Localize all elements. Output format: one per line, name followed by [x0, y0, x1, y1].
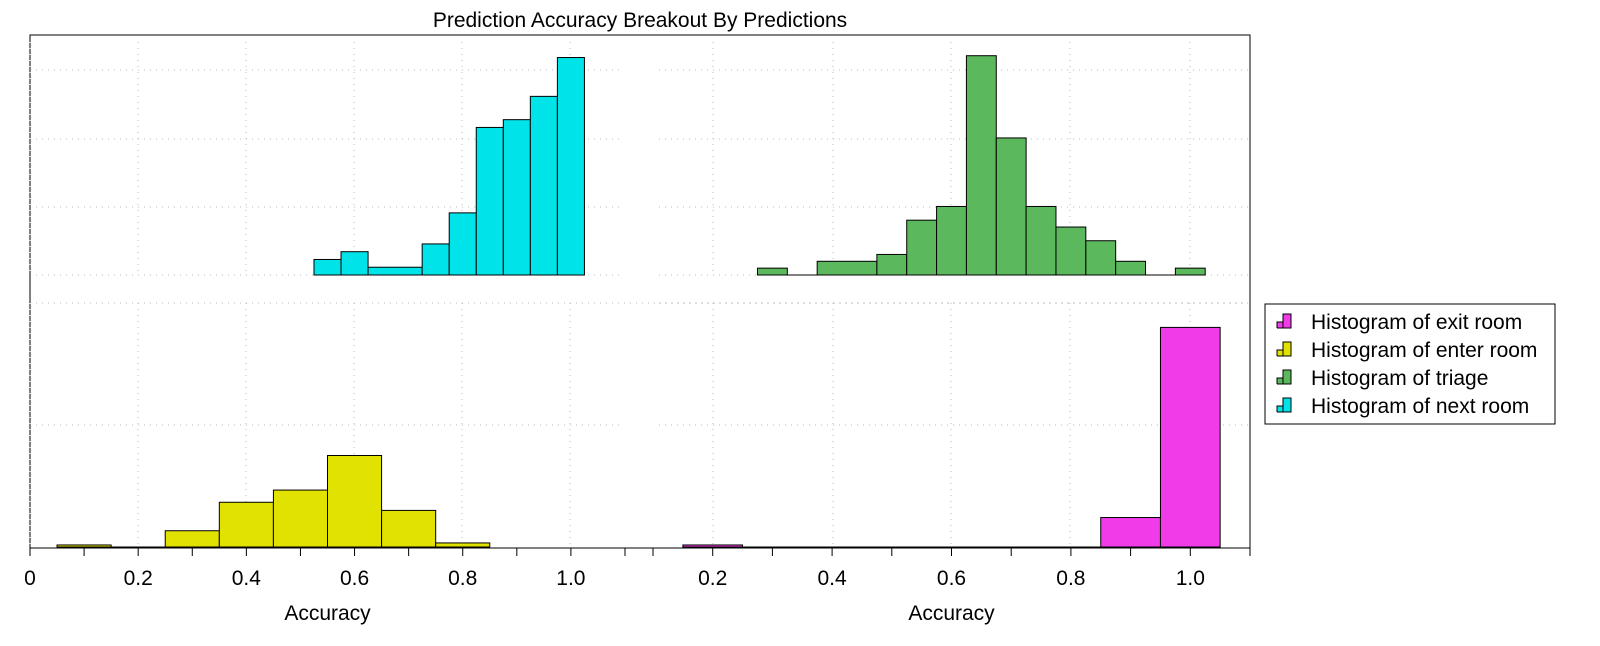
histogram-bar	[218, 501, 274, 548]
histogram-bar	[1174, 267, 1206, 276]
legend-box	[1264, 303, 1556, 425]
histogram-bar	[906, 219, 938, 276]
x-tick-label: 0.8	[448, 567, 477, 590]
legend-label: Histogram of triage	[1311, 367, 1488, 390]
histogram-bar	[936, 205, 967, 276]
histogram-bar	[1025, 205, 1057, 276]
x-tick-label: 0.2	[698, 567, 727, 590]
histogram-bar	[502, 119, 531, 276]
histogram-bar	[272, 489, 328, 548]
histogram-bar	[1115, 260, 1147, 276]
x-tick-label: 1.0	[1176, 567, 1205, 590]
histogram-bar	[1159, 326, 1221, 548]
legend-swatch-icon	[1276, 341, 1292, 357]
histogram-bar	[816, 260, 878, 276]
histogram-bar	[327, 455, 383, 548]
histogram-bar	[1055, 226, 1087, 276]
panel-top-right	[659, 42, 1248, 276]
histogram-bar	[448, 212, 477, 276]
histogram-bar	[756, 267, 788, 276]
histogram-bar	[381, 509, 437, 548]
chart-panels: 0 0.2 0.4 0.6 0.8 1.0 Accuracy 0.2 0.4 0.6 0.8 1.0 A…	[24, 34, 1251, 625]
x-axis-label: Accuracy	[284, 602, 371, 625]
legend-swatch-icon	[1276, 397, 1292, 413]
histogram-bar	[435, 542, 491, 548]
histogram-bar	[529, 95, 558, 276]
histogram-bar	[164, 530, 220, 548]
histogram-bar	[965, 55, 997, 276]
histogram-bar	[1085, 240, 1117, 276]
x-tick-label: 0.6	[937, 567, 966, 590]
plot-frame	[29, 34, 1251, 549]
histogram-bar	[556, 57, 585, 276]
x-tick-label: 0	[24, 567, 36, 590]
chart-legend: Histogram of exit room Histogram of enter…	[1264, 303, 1556, 425]
x-tick-label: 1.0	[556, 567, 585, 590]
legend-label: Histogram of next room	[1311, 395, 1529, 418]
x-tick-label: 0.2	[124, 567, 153, 590]
panel-top-left	[29, 42, 623, 276]
histogram-bar	[367, 266, 423, 276]
x-tick-label: 0.6	[340, 567, 369, 590]
x-tick-label: 0.4	[232, 567, 262, 590]
histogram-bar	[995, 137, 1027, 276]
histogram-bar	[421, 243, 450, 276]
legend-swatch-icon	[1276, 313, 1292, 329]
legend-swatch-icon	[1276, 369, 1292, 385]
histogram-bar	[1100, 517, 1161, 548]
histogram-bar	[876, 253, 908, 276]
histogram-bar	[313, 258, 342, 276]
panel-bottom-right: 0.2 0.4 0.6 0.8 1.0 Accuracy	[652, 302, 1251, 625]
chart-title: Prediction Accuracy Breakout By Predicti…	[433, 9, 847, 32]
x-tick-label: 0.8	[1056, 567, 1085, 590]
legend-label: Histogram of exit room	[1311, 311, 1522, 334]
x-axis-label: Accuracy	[908, 602, 995, 625]
legend-label: Histogram of enter room	[1311, 339, 1537, 362]
histogram-bar	[340, 251, 369, 276]
panel-bottom-left: 0 0.2 0.4 0.6 0.8 1.0 Accuracy	[24, 302, 626, 625]
histogram-bar	[475, 126, 504, 276]
x-tick-label: 0.4	[817, 567, 847, 590]
